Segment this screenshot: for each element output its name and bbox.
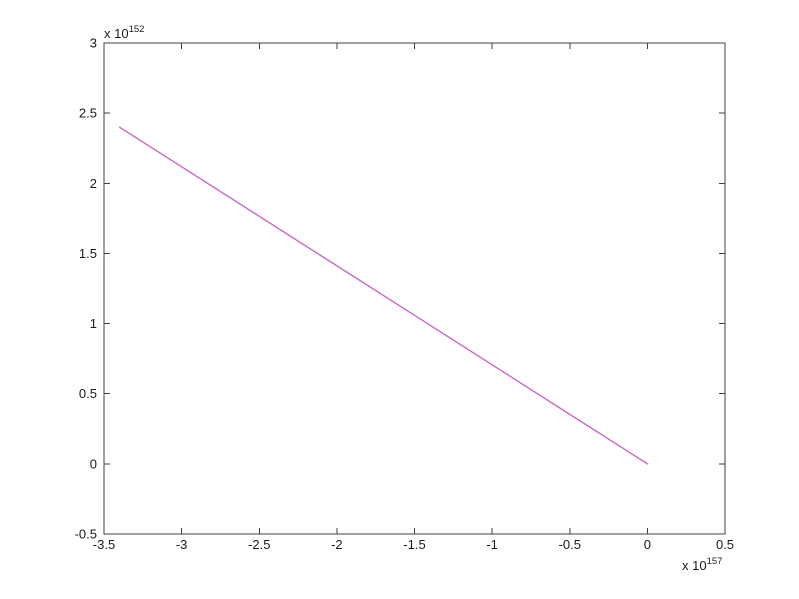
x-tick-label: -3.5 [93,537,115,552]
x-tick-label: -3 [176,537,188,552]
y-tick-label: 0.5 [79,386,97,401]
x-tick-label: -2 [331,537,343,552]
x-tick-label: 0 [644,537,651,552]
x-tick-label: -1.5 [403,537,425,552]
y-tick-label: 3 [90,36,97,51]
y-tick-label: 1 [90,316,97,331]
x-tick-label: -1 [486,537,498,552]
x-tick-label: -2.5 [248,537,270,552]
y-axis-exponent-label: x 10152 [104,24,144,41]
x-tick-label: 0.5 [716,537,734,552]
y-axis-exponent-base: x 10 [104,26,129,41]
axes-box [103,42,726,535]
x-axis-exponent-label: x 10157 [682,556,722,573]
x-tick-label: -0.5 [559,537,581,552]
y-tick-label: 2.5 [79,106,97,121]
y-tick-label: -0.5 [75,527,97,542]
y-tick-label: 1.5 [79,246,97,261]
y-axis-exponent-superscript: 152 [129,24,145,35]
x-axis-exponent-base: x 10 [682,558,707,573]
data-line-series-1 [118,126,649,465]
y-tick-label: 0 [90,456,97,471]
y-tick-label: 2 [90,176,97,191]
x-axis-exponent-superscript: 157 [707,556,723,567]
